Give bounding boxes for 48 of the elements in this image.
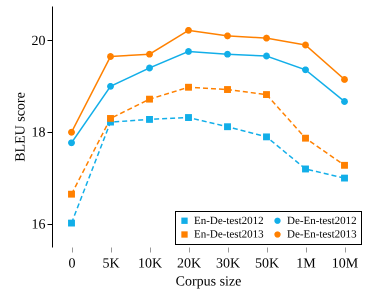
point <box>341 162 348 169</box>
x-axis-title: Corpus size <box>176 274 242 290</box>
x-tick-label: 0 <box>68 256 76 272</box>
y-axis-title: BLEU score <box>14 92 28 162</box>
point <box>341 174 348 182</box>
point <box>107 82 114 90</box>
point <box>185 26 192 34</box>
y-tick-label: 18 <box>32 126 46 141</box>
legend-label: En-De-test2012 <box>194 214 264 227</box>
point <box>224 50 231 58</box>
point <box>224 123 231 130</box>
x-tick-label: 1M <box>296 256 316 272</box>
point <box>146 116 153 123</box>
point <box>185 84 192 91</box>
x-tick-label: 5K <box>102 256 120 272</box>
legend-label: De-En-test2012 <box>287 214 357 227</box>
point <box>68 139 75 146</box>
point <box>185 48 192 55</box>
point <box>146 64 153 72</box>
point <box>302 166 309 172</box>
point <box>263 34 270 42</box>
point <box>107 53 114 60</box>
point <box>185 114 192 121</box>
point <box>68 128 75 136</box>
x-tick-label: 50K <box>254 256 280 272</box>
point <box>263 91 270 98</box>
x-tick-label: 10K <box>138 256 162 272</box>
point <box>146 96 153 103</box>
point <box>224 86 231 93</box>
point <box>302 134 309 142</box>
point <box>68 190 75 198</box>
x-tick-label: 30K <box>216 256 240 272</box>
y-tick-label: 16 <box>32 218 46 233</box>
point <box>107 115 114 122</box>
legend-label: En-De-test2013 <box>194 228 264 240</box>
point <box>68 220 75 226</box>
point <box>341 98 348 105</box>
point <box>302 42 309 48</box>
point <box>224 32 231 40</box>
x-tick-label: 20K <box>176 256 202 272</box>
point <box>146 50 153 58</box>
point <box>263 52 270 60</box>
point <box>302 66 309 74</box>
x-tick-label: 10M <box>332 256 359 272</box>
point <box>341 76 348 83</box>
legend-label: De-En-test2013 <box>287 228 358 240</box>
y-tick-label: 20 <box>32 34 46 49</box>
point <box>263 133 270 140</box>
